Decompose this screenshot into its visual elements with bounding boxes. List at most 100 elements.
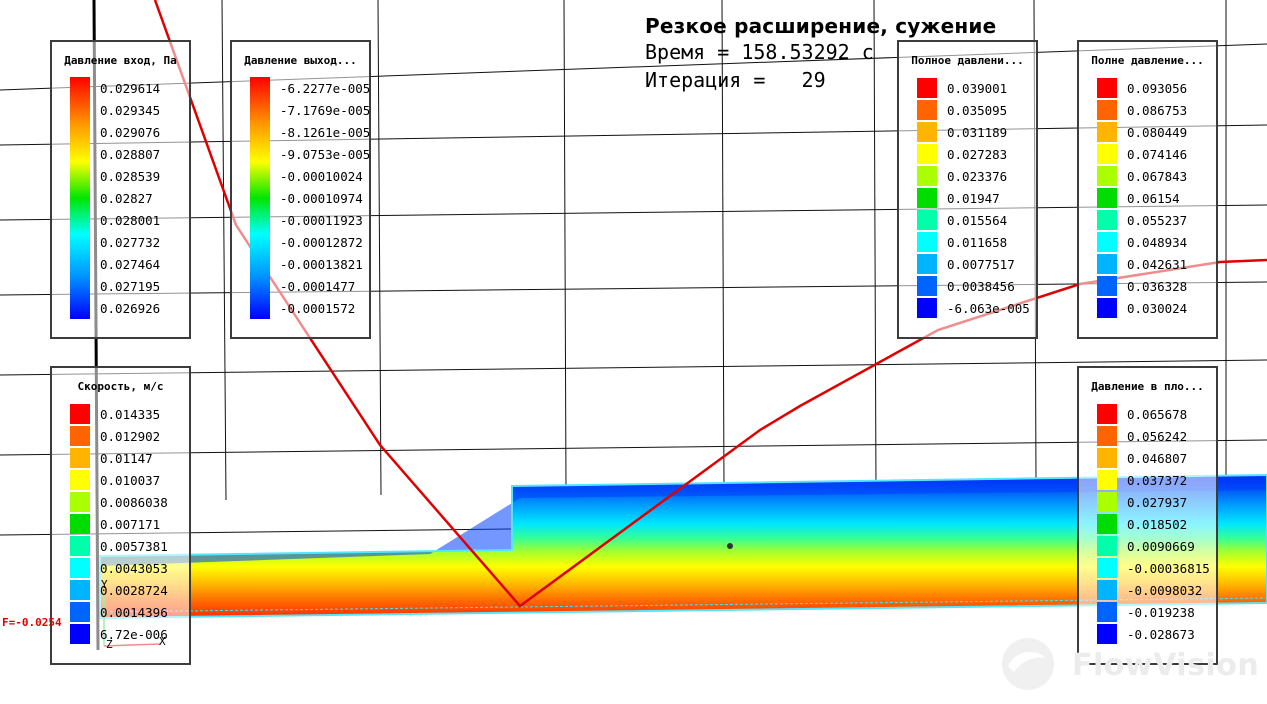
legend-value: 0.027195	[100, 279, 161, 294]
color-scale-bar	[70, 77, 90, 319]
legend-value: -0.00010024	[280, 169, 363, 184]
legend-title: Давление выход...	[244, 54, 357, 67]
legend-value: 0.0038456	[947, 279, 1015, 294]
color-scale-bar	[250, 77, 270, 319]
watermark-text: FlowVision	[1072, 648, 1260, 683]
legend-value: -0.0001572	[280, 301, 356, 316]
legend-swatch	[917, 78, 937, 98]
time-readout: Время = 158.53292 с	[645, 40, 874, 64]
legend-value: 0.042631	[1127, 257, 1188, 272]
iteration-readout: Итерация = 29	[645, 68, 826, 92]
legend-value: -0.0098032	[1127, 583, 1203, 598]
legend-value: 0.093056	[1127, 81, 1188, 96]
legend-plane-pressure[interactable]: Давление в пло... 0.065678 0.056242 0.0468…	[1077, 366, 1218, 665]
legend-value: -0.0001477	[280, 279, 356, 294]
legend-swatch	[917, 298, 937, 318]
axis-label-x: X	[159, 635, 166, 648]
legend-swatch	[917, 232, 937, 252]
legend-value: 0.015564	[947, 213, 1008, 228]
legend-value: 0.048934	[1127, 235, 1188, 250]
legend-value: 0.039001	[947, 81, 1008, 96]
legend-swatch	[1097, 276, 1117, 296]
legend-value: 0.055237	[1127, 213, 1188, 228]
legend-value: 0.0086038	[100, 495, 168, 510]
legend-value: 0.0014396	[100, 605, 168, 620]
legend-swatch	[917, 122, 937, 142]
legend-swatch	[1097, 188, 1117, 208]
legend-swatch	[1097, 448, 1117, 468]
legend-value: 0.027937	[1127, 495, 1188, 510]
legend-outlet-pressure[interactable]: Давление выход... -6.2277e-005 -7.1769e-…	[230, 40, 371, 339]
legend-swatch	[1097, 298, 1117, 318]
legend-value: 0.046807	[1127, 451, 1188, 466]
axis-label-y: Y	[101, 578, 108, 591]
legend-swatch	[70, 624, 90, 644]
legend-value: 0.067843	[1127, 169, 1188, 184]
legend-swatch	[917, 100, 937, 120]
legend-value: 0.028807	[100, 147, 161, 162]
legend-swatch	[1097, 536, 1117, 556]
legend-swatch	[70, 558, 90, 578]
legend-swatch	[70, 426, 90, 446]
legend-value: 0.0057381	[100, 539, 168, 554]
legend-swatch	[917, 166, 937, 186]
legend-value: 0.030024	[1127, 301, 1188, 316]
legend-title: Скорость, м/с	[77, 380, 164, 393]
legend-value: 0.010037	[100, 473, 161, 488]
legend-swatch	[70, 470, 90, 490]
legend-value: 0.080449	[1127, 125, 1188, 140]
legend-swatch	[1097, 624, 1117, 644]
legend-swatch	[1097, 100, 1117, 120]
legend-swatch	[917, 210, 937, 230]
legend-swatch	[1097, 232, 1117, 252]
legend-title: Полное давлени...	[911, 54, 1024, 67]
legend-value: 0.007171	[100, 517, 161, 532]
simulation-header: Резкое расширение, сужение Время = 158.5…	[645, 14, 996, 94]
legend-value: 0.02827	[100, 191, 153, 206]
legend-swatch	[1097, 78, 1117, 98]
legend-value: 0.0028724	[100, 583, 168, 598]
legend-value: 0.01947	[947, 191, 1000, 206]
legend-value: -9.0753e-005	[280, 147, 371, 162]
legend-value: -0.00013821	[280, 257, 363, 272]
legend-value: 0.011658	[947, 235, 1008, 250]
legend-swatch	[70, 580, 90, 600]
legend-swatch	[1097, 470, 1117, 490]
legend-total-pressure-2[interactable]: Полне давление... 0.093056 0.086753 0.0804…	[1077, 40, 1218, 339]
legend-value: -8.1261e-005	[280, 125, 371, 140]
legend-swatch	[1097, 144, 1117, 164]
legend-value: 0.0043053	[100, 561, 168, 576]
legend-value: 0.027283	[947, 147, 1008, 162]
legend-swatch	[70, 536, 90, 556]
legend-value: 0.012902	[100, 429, 161, 444]
legend-total-pressure-1[interactable]: Полное давлени... 0.039001 0.035095 0.0311…	[897, 40, 1038, 339]
legend-swatch	[1097, 122, 1117, 142]
legend-swatch	[1097, 404, 1117, 424]
legend-value: 0.06154	[1127, 191, 1180, 206]
legend-velocity[interactable]: Скорость, м/с 0.014335 0.012902 0.01147 0.0…	[50, 366, 191, 665]
legend-swatch	[917, 254, 937, 274]
legend-value: 0.01147	[100, 451, 153, 466]
legend-swatch	[70, 404, 90, 424]
legend-swatch	[1097, 210, 1117, 230]
legend-value: 0.027464	[100, 257, 161, 272]
legend-title: Давление в пло...	[1091, 380, 1204, 393]
legend-value: -0.019238	[1127, 605, 1195, 620]
legend-title: Полне давление...	[1091, 54, 1204, 67]
legend-swatch	[917, 144, 937, 164]
legend-value: -6.063e-005	[947, 301, 1030, 316]
legend-value: 0.074146	[1127, 147, 1188, 162]
legend-value: -0.00036815	[1127, 561, 1210, 576]
legend-value: 0.0077517	[947, 257, 1015, 272]
simulation-title: Резкое расширение, сужение	[645, 14, 997, 38]
legend-value: -7.1769e-005	[280, 103, 371, 118]
legend-value: 0.029345	[100, 103, 161, 118]
legend-swatch	[1097, 166, 1117, 186]
legend-value: 0.029614	[100, 81, 161, 96]
legend-value: 0.031189	[947, 125, 1008, 140]
legend-inlet-pressure[interactable]: Давление вход, Па 0.029614 0.029345 0.02…	[50, 40, 191, 339]
legend-swatch	[917, 276, 937, 296]
legend-value: -6.2277e-005	[280, 81, 371, 96]
legend-value: 0.018502	[1127, 517, 1188, 532]
legend-value: -0.00010974	[280, 191, 363, 206]
